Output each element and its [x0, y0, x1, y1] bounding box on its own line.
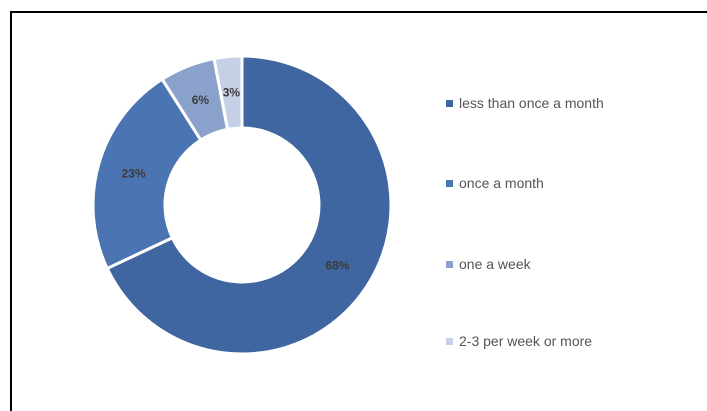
donut-chart: 68% 23% 6% 3%: [91, 54, 393, 356]
legend-label: once a month: [459, 175, 544, 191]
legend-item: one a week: [446, 254, 531, 274]
slice-label-4: 3%: [223, 86, 241, 100]
slice-2: [91, 77, 203, 271]
chart-legend: less than once a month once a month one a …: [446, 0, 701, 396]
slice-label-3: 6%: [192, 93, 210, 107]
chart-frame: [10, 11, 707, 411]
legend-label: less than once a month: [459, 95, 604, 111]
legend-label: one a week: [459, 256, 531, 272]
legend-label: 2-3 per week or more: [459, 333, 593, 349]
slice-label-2: 23%: [121, 166, 145, 180]
legend-item: less than once a month: [446, 93, 604, 113]
slice-4: [212, 54, 244, 132]
legend-swatch: [446, 260, 453, 268]
legend-swatch: [446, 337, 453, 345]
legend-swatch: [446, 99, 453, 107]
legend-item: 2-3 per week or more: [446, 331, 592, 351]
slice-label-1: 68%: [325, 259, 349, 273]
legend-swatch: [446, 179, 453, 187]
legend-item: once a month: [446, 173, 544, 193]
slice-1: [105, 54, 393, 356]
